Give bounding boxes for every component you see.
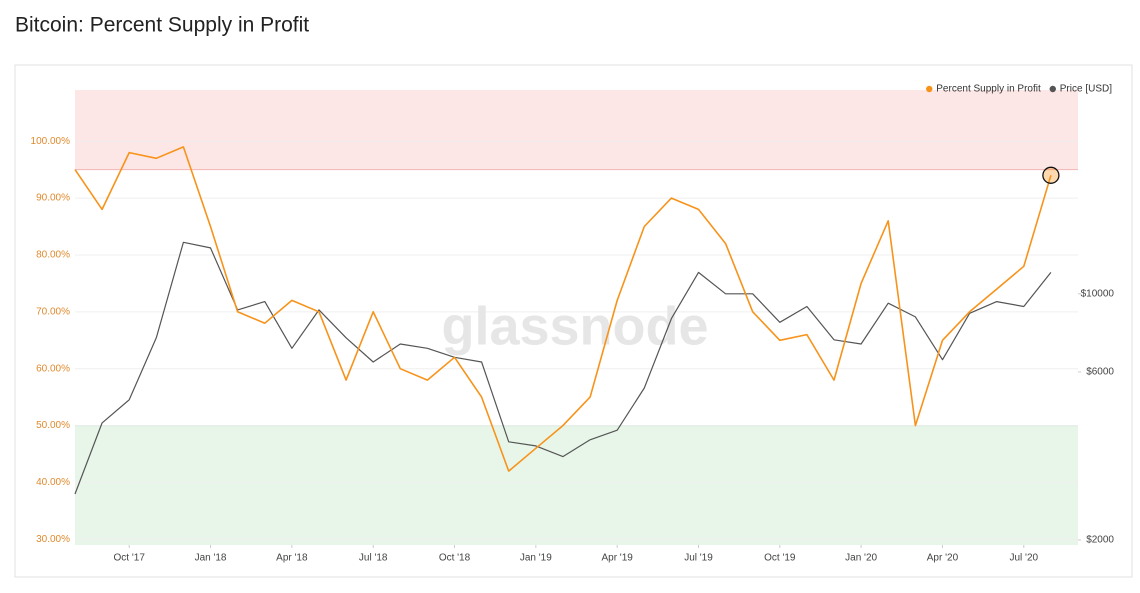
grid xyxy=(75,140,1078,540)
y-tick-label: 90.00% xyxy=(36,193,70,204)
x-tick-label: Jul '18 xyxy=(359,553,388,564)
legend-swatch xyxy=(926,85,933,93)
labels: 30.00% 40.00% 50.00% 60.00% 70.00% 80.00% 90.0… xyxy=(31,84,1115,564)
legend-label: Price [USD] xyxy=(1060,84,1112,95)
x-tick-label: Apr '20 xyxy=(927,553,959,564)
x-tick-label: Oct '18 xyxy=(439,553,471,564)
x-tick-label: Apr '19 xyxy=(601,553,633,564)
x-tick-label: Jul '19 xyxy=(684,553,713,564)
marks xyxy=(74,146,1060,495)
x-tick-label: Apr '18 xyxy=(276,553,308,564)
y-tick-label: 70.00% xyxy=(36,306,70,317)
x-tick-label: Jan '20 xyxy=(845,553,877,564)
x-tick-label: Jan '18 xyxy=(195,553,227,564)
x-tick-label: Jul '20 xyxy=(1009,553,1038,564)
legend-swatch xyxy=(1049,85,1056,93)
watermark: glassnode xyxy=(441,296,708,356)
series-line xyxy=(74,146,1052,472)
y-tick-label: 30.00% xyxy=(36,534,70,545)
x-tick-label: Oct '17 xyxy=(114,553,146,564)
y2-tick-label: $2000 xyxy=(1086,535,1114,546)
y-tick-label: 80.00% xyxy=(36,250,70,261)
bands xyxy=(75,90,1078,545)
y-tick-label: 40.00% xyxy=(36,477,70,488)
x-tick-label: Jan '19 xyxy=(520,553,552,564)
y-tick-label: 50.00% xyxy=(36,420,70,431)
band xyxy=(75,425,1078,545)
y2-tick-label: $6000 xyxy=(1086,367,1114,378)
chart-title: Bitcoin: Percent Supply in Profit xyxy=(15,14,309,37)
x-tick-label: Oct '19 xyxy=(764,553,796,564)
band xyxy=(75,90,1078,170)
legend-label: Percent Supply in Profit xyxy=(936,84,1041,95)
y2-tick-label: $10000 xyxy=(1081,288,1115,299)
highlight-circle xyxy=(1042,166,1060,184)
y-tick-label: 60.00% xyxy=(36,363,70,374)
y-tick-label: 100.00% xyxy=(31,136,71,147)
